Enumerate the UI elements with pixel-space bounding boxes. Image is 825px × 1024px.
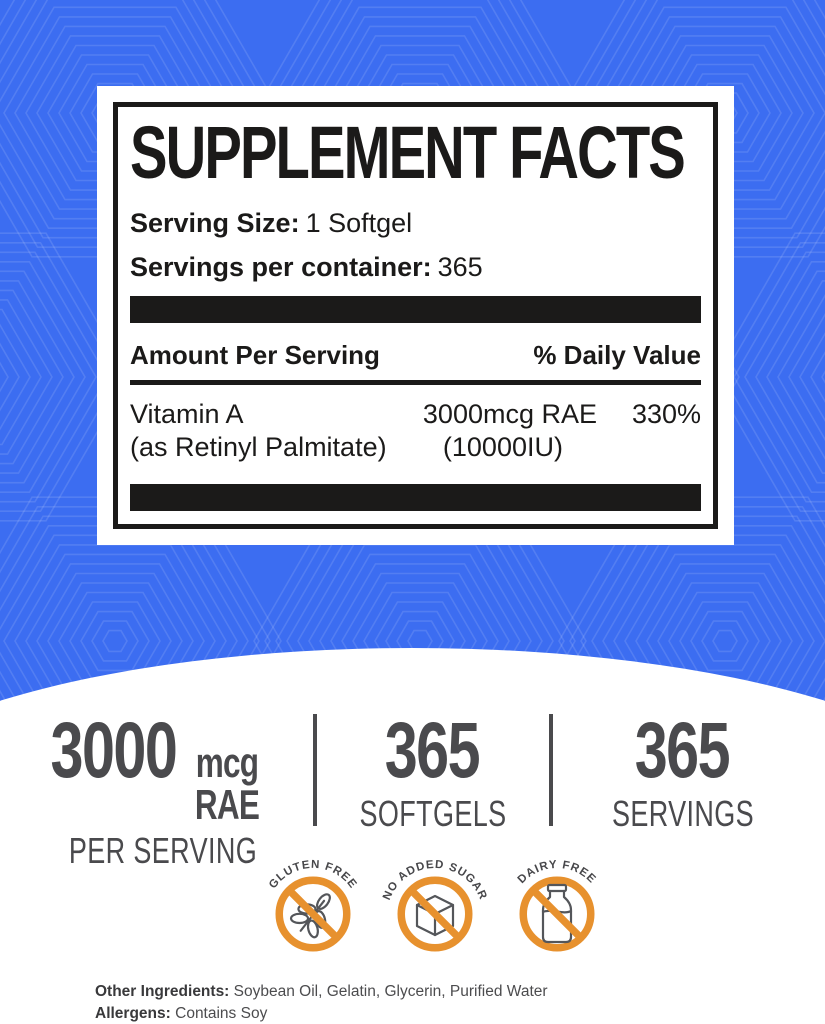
stat-servings-value: 365 [585,710,780,789]
ingredients-footer: Other Ingredients: Soybean Oil, Gelatin,… [95,981,548,1024]
nutrient-row: Vitamin A (as Retinyl Palmitate) 3000mcg… [130,398,701,464]
curved-white-edge [0,648,825,824]
servings-per-container-value: 365 [437,252,483,283]
other-ingredients-line: Other Ingredients: Soybean Oil, Gelatin,… [95,981,548,1003]
nutrient-amount-line2: (10000IU) [442,431,563,462]
stat-divider-2 [548,714,553,826]
stat-per-serving-value: 3000 mcg RAE [50,710,275,826]
other-ingredients-label: Other Ingredients: [95,983,230,1000]
stat-per-serving: 3000 mcg RAE PER SERVING [50,710,275,869]
prohibition-ring [519,876,595,952]
nutrient-name-line1: Vitamin A [130,398,244,429]
stat-per-serving-unit: mcg RAE [194,739,259,828]
stat-servings: 365 SERVINGS [585,710,780,869]
serving-size-value: 1 Softgel [305,208,413,239]
stat-softgels: 365 SOFTGELS [346,710,520,869]
gluten-free-badge: GLUTEN FREE [267,859,359,952]
nutrient-amount: 3000mcg RAE (10000IU) [423,398,597,464]
divider-bar-top [130,295,701,323]
stat-servings-label: SERVINGS [611,793,754,834]
amount-per-serving-header: Amount Per Serving [130,339,380,370]
stat-servings-number: 365 [634,705,730,794]
stat-softgels-number: 365 [384,705,480,794]
supplement-facts-panel: SUPPLEMENT FACTS Serving Size: 1 Softgel … [97,86,734,545]
nutrient-name-line2: (as Retinyl Palmitate) [130,431,387,462]
prohibition-slash [528,885,586,943]
servings-per-container-label: Servings per container: [130,252,432,283]
stats-row: 3000 mcg RAE PER SERVING 365 SOFTGELS 36… [0,710,825,869]
stat-softgels-label: SOFTGELS [358,793,507,834]
other-ingredients-value: Soybean Oil, Gelatin, Glycerin, Purified… [233,983,548,1000]
prohibition-slash [284,885,342,943]
serving-size-label: Serving Size: [130,208,300,239]
serving-size-line: Serving Size: 1 Softgel [130,207,701,239]
daily-value-header: % Daily Value [533,339,701,370]
servings-per-container-line: Servings per container: 365 [130,251,701,283]
stat-per-serving-label: PER SERVING [68,830,257,871]
nutrient-name: Vitamin A (as Retinyl Palmitate) [130,398,405,464]
supplement-facts-border: SUPPLEMENT FACTS Serving Size: 1 Softgel … [113,102,718,529]
gluten-free-label: GLUTEN FREE [267,859,359,891]
prohibition-ring [275,876,351,952]
nutrient-amount-line1: 3000mcg RAE [422,398,597,429]
facts-header-row: Amount Per Serving % Daily Value [130,340,701,371]
stat-per-serving-number: 3000 [50,705,177,794]
stat-softgels-value: 365 [346,710,520,789]
nutrient-daily-value: 330% [631,398,701,429]
divider-bar-bottom [130,483,701,511]
prohibition-ring [397,876,473,952]
no-added-sugar-badge: NO ADDED SUGAR [381,859,488,952]
badge-row: GLUTEN FREE NO ADDED SUGAR [252,851,618,977]
allergens-label: Allergens: [95,1005,171,1022]
header-rule [130,379,701,385]
stat-divider-1 [312,714,317,826]
dairy-free-badge: DAIRY FREE [516,859,597,952]
prohibition-slash [406,885,464,943]
allergens-value: Contains Soy [175,1005,268,1022]
allergens-line: Allergens: Contains Soy [95,1003,548,1024]
supplement-facts-title: SUPPLEMENT FACTS [130,111,686,194]
